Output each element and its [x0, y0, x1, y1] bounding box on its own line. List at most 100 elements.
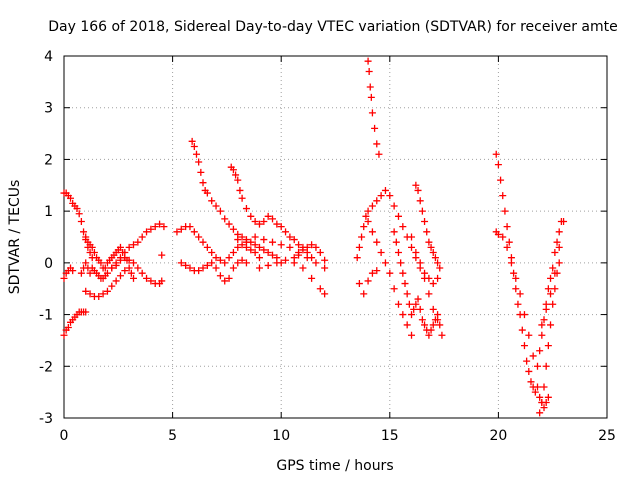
data-point	[195, 158, 203, 166]
data-point	[75, 210, 83, 218]
x-tick-labels: 0 5 10 15 20 25	[60, 428, 616, 444]
data-point	[255, 243, 263, 251]
data-point	[390, 285, 398, 293]
data-point	[421, 217, 429, 225]
data-point	[303, 254, 311, 262]
data-point	[431, 254, 439, 262]
data-point	[282, 256, 290, 264]
data-point	[527, 378, 535, 386]
series-arc27	[538, 217, 568, 329]
data-point	[77, 217, 85, 225]
data-point	[551, 285, 559, 293]
data-point	[234, 243, 242, 251]
data-point	[505, 238, 513, 246]
data-point	[67, 194, 75, 202]
data-point	[299, 246, 307, 254]
data-point	[208, 259, 216, 267]
data-point	[290, 236, 298, 244]
data-point	[190, 228, 198, 236]
data-point	[540, 383, 548, 391]
data-point	[203, 189, 211, 197]
data-point	[560, 217, 568, 225]
series-arc19	[364, 217, 416, 339]
data-point	[103, 269, 111, 277]
data-point	[397, 259, 405, 267]
series-arc15	[290, 241, 329, 264]
data-point	[549, 264, 557, 272]
data-point	[277, 241, 285, 249]
data-point	[264, 212, 272, 220]
data-point	[251, 233, 259, 241]
data-point	[394, 300, 402, 308]
data-point	[427, 243, 435, 251]
y-tick-label: -2	[39, 359, 53, 375]
data-point	[410, 305, 418, 313]
data-point	[512, 274, 520, 282]
data-point	[390, 228, 398, 236]
series-arc7	[108, 254, 166, 288]
data-point	[412, 300, 420, 308]
x-tick-label: 15	[381, 428, 399, 444]
data-point	[375, 150, 383, 158]
data-point	[160, 223, 168, 231]
data-point	[73, 205, 81, 213]
data-point	[418, 316, 426, 324]
data-point	[77, 269, 85, 277]
data-point	[195, 267, 203, 275]
data-point	[366, 83, 374, 91]
y-axis-label: SDTVAR / TECUs	[7, 180, 23, 295]
y-tick-label: 1	[44, 204, 53, 220]
x-tick-label: 0	[60, 428, 69, 444]
data-point	[60, 274, 68, 282]
data-point	[273, 259, 281, 267]
data-point	[555, 243, 563, 251]
data-point	[229, 264, 237, 272]
data-point	[429, 249, 437, 257]
series-arc17	[353, 186, 442, 288]
data-point	[399, 223, 407, 231]
data-point	[125, 264, 133, 272]
data-point	[494, 161, 502, 169]
data-point	[364, 277, 372, 285]
data-point	[390, 202, 398, 210]
data-point	[392, 238, 400, 246]
data-point	[416, 305, 424, 313]
data-point	[229, 166, 237, 174]
series-arc11	[227, 163, 316, 262]
data-point	[147, 225, 155, 233]
data-point	[540, 404, 548, 412]
data-point	[308, 274, 316, 282]
data-point	[221, 277, 229, 285]
data-point	[88, 243, 96, 251]
data-point	[234, 176, 242, 184]
series-arc23	[492, 150, 552, 412]
series-arc18	[355, 267, 381, 298]
data-point	[290, 254, 298, 262]
data-point	[121, 267, 129, 275]
data-point	[427, 326, 435, 334]
data-point	[203, 243, 211, 251]
data-point	[371, 124, 379, 132]
data-point	[86, 290, 94, 298]
data-point	[381, 186, 389, 194]
data-point	[434, 274, 442, 282]
data-point	[295, 241, 303, 249]
data-point	[151, 223, 159, 231]
data-point	[401, 280, 409, 288]
data-point	[186, 223, 194, 231]
data-point	[130, 241, 138, 249]
data-point	[358, 233, 366, 241]
data-point	[529, 352, 537, 360]
data-point	[251, 241, 259, 249]
data-point	[536, 393, 544, 401]
data-point	[438, 331, 446, 339]
data-point	[130, 274, 138, 282]
data-point	[429, 321, 437, 329]
data-point	[312, 243, 320, 251]
data-point	[197, 168, 205, 176]
data-point	[251, 249, 259, 257]
y-tick-label: 3	[44, 101, 53, 117]
data-point	[138, 269, 146, 277]
data-point	[234, 236, 242, 244]
data-point	[544, 285, 552, 293]
